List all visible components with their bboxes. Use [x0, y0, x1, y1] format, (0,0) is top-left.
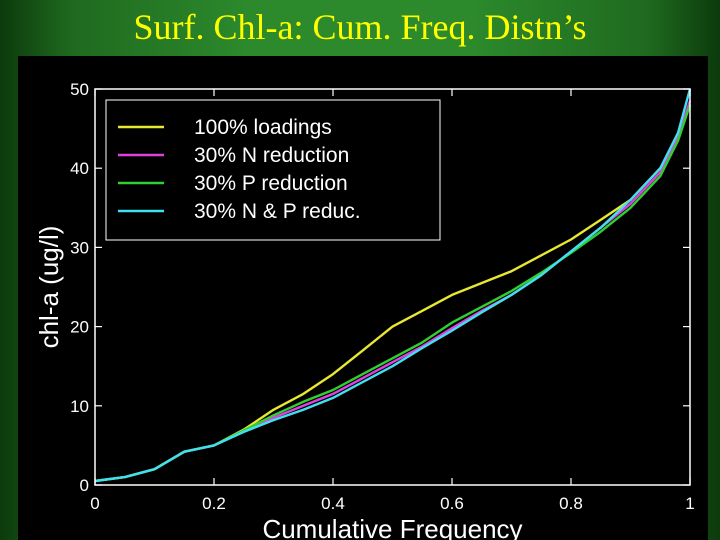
x-tick-label: 0.4 — [321, 494, 345, 513]
y-tick-label: 30 — [70, 238, 89, 257]
y-tick-label: 40 — [70, 159, 89, 178]
legend-label: 100% loadings — [194, 116, 332, 139]
slide-title: Surf. Chl-a: Cum. Freq. Distn’s — [133, 7, 587, 47]
y-tick-label: 50 — [70, 80, 89, 99]
legend-label: 30% P reduction — [194, 172, 348, 195]
x-tick-label: 0.2 — [202, 494, 226, 513]
y-tick-label: 20 — [70, 318, 89, 337]
y-tick-label: 0 — [80, 476, 89, 495]
x-tick-label: 1 — [685, 494, 694, 513]
chart-panel: 0 0.2 0.4 0.6 0.8 1 0 10 20 30 40 50 Cumulative Fre… — [18, 56, 708, 540]
x-tick-label: 0.6 — [440, 494, 464, 513]
x-tick-label: 0.8 — [559, 494, 583, 513]
x-axis-title: Cumulative Frequency — [262, 514, 522, 540]
x-tick-label: 0 — [90, 494, 99, 513]
legend-box — [105, 99, 441, 241]
series-line-4 — [94, 88, 692, 483]
plot-frame — [94, 88, 691, 486]
legend: 100% loadings 30% N reduction 30% P reduct… — [105, 99, 441, 241]
legend-label: 30% N reduction — [194, 144, 349, 167]
y-axis-title: chl-a (ug/l) — [34, 226, 64, 349]
y-tick-label: 10 — [70, 397, 89, 416]
legend-label: 30% N & P reduc. — [194, 200, 361, 223]
